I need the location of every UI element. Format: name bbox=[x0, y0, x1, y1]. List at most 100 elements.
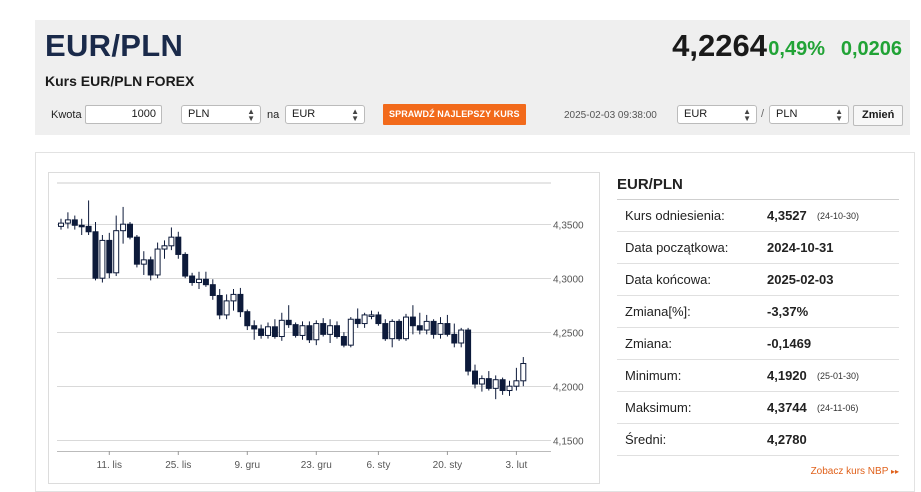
candle-body bbox=[154, 248, 161, 276]
candle-body bbox=[196, 278, 202, 284]
candle-body bbox=[354, 318, 361, 325]
double-arrow-icon: ▸▸ bbox=[890, 467, 899, 476]
candle-body bbox=[368, 314, 375, 317]
candle-body bbox=[92, 231, 99, 279]
candle-body bbox=[492, 379, 499, 389]
nbp-link[interactable]: Zobacz kurs NBP ▸▸ bbox=[811, 466, 899, 477]
candle-body bbox=[271, 326, 278, 338]
pair-subtitle: Kurs EUR/PLN FOREX bbox=[45, 73, 195, 89]
stats-value: 4,1920 bbox=[767, 368, 807, 383]
pair-quote-value: PLN bbox=[776, 108, 798, 120]
stats-divider bbox=[617, 199, 899, 200]
candle-body bbox=[458, 329, 465, 344]
candle-body bbox=[85, 225, 92, 233]
candle-body bbox=[306, 325, 313, 341]
candle-body bbox=[168, 236, 175, 247]
candle-body bbox=[465, 329, 472, 372]
x-tick-label: 3. lut bbox=[506, 460, 528, 471]
pair-base-select[interactable]: EUR ▲ ▼ bbox=[677, 105, 757, 124]
candle-body bbox=[313, 323, 320, 341]
candle-body bbox=[244, 311, 251, 327]
pair-title: EUR/PLN bbox=[45, 28, 184, 63]
candle-body bbox=[403, 316, 409, 340]
stats-row: Kurs odniesienia: 4,3527 (24-10-30) bbox=[617, 200, 899, 232]
stats-value: -3,37% bbox=[767, 304, 809, 319]
amount-input[interactable]: 1000 bbox=[85, 105, 162, 124]
candle-body bbox=[127, 223, 133, 238]
select-arrows-icon: ▲ ▼ bbox=[835, 107, 843, 123]
stats-row: Minimum: 4,1920 (25-01-30) bbox=[617, 360, 899, 392]
candle-body bbox=[106, 239, 113, 274]
stats-key: Średni: bbox=[625, 432, 667, 447]
amount-label: Kwota bbox=[51, 109, 82, 121]
candle-body bbox=[430, 320, 437, 335]
candle-body bbox=[71, 219, 78, 226]
candle-body bbox=[478, 378, 485, 385]
x-tick-label: 25. lis bbox=[165, 460, 191, 471]
candle-body bbox=[230, 293, 237, 302]
candle-body bbox=[140, 259, 147, 265]
candle-body bbox=[299, 325, 306, 336]
stats-key: Kurs odniesienia: bbox=[625, 208, 725, 223]
candle-body bbox=[451, 333, 458, 344]
to-label: na bbox=[267, 109, 280, 121]
candle-body bbox=[285, 319, 292, 326]
candle-body bbox=[506, 385, 513, 392]
candle-body bbox=[437, 323, 444, 335]
change-percent: 0,49% bbox=[768, 38, 825, 60]
candle-body bbox=[161, 245, 168, 250]
x-tick-label: 20. sty bbox=[433, 460, 462, 471]
select-arrows-icon: ▲ ▼ bbox=[247, 107, 255, 123]
stats-row: Data końcowa: 2025-02-03 bbox=[617, 264, 899, 296]
stats-value: 4,3527 bbox=[767, 208, 807, 223]
candle-body bbox=[347, 318, 354, 346]
candle-body bbox=[237, 293, 244, 313]
stats-key: Minimum: bbox=[625, 368, 682, 383]
pair-base-value: EUR bbox=[684, 108, 708, 120]
stats-value: 4,3744 bbox=[767, 400, 807, 415]
change-pair-button[interactable]: Zmień bbox=[853, 105, 904, 126]
candle-body bbox=[409, 316, 416, 327]
select-arrows-icon: ▲ ▼ bbox=[351, 107, 359, 123]
candle-body bbox=[513, 380, 520, 387]
candle-body bbox=[520, 363, 527, 382]
best-rate-button[interactable]: SPRAWDŹ NAJLEPSZY KURS bbox=[383, 104, 526, 125]
candle-body bbox=[223, 300, 230, 316]
quote-timestamp: 2025-02-03 09:38:00 bbox=[564, 110, 657, 121]
stats-value: 4,2780 bbox=[767, 432, 807, 447]
stats-date: (24-11-06) bbox=[817, 403, 859, 413]
chart-container: 4,3500 4,3000 4,2500 4,2000 4,1500 11. lis 25.… bbox=[48, 172, 600, 484]
candle-body bbox=[133, 236, 140, 265]
candle-body bbox=[361, 314, 368, 325]
stats-date: (25-01-30) bbox=[817, 371, 860, 381]
candle-body bbox=[113, 230, 120, 274]
candle-body bbox=[216, 294, 223, 316]
y-tick-label: 4,3000 bbox=[553, 275, 584, 286]
stats-row: Zmiana: -0,1469 bbox=[617, 328, 899, 360]
candle-body bbox=[99, 239, 106, 279]
stats-row: Maksimum: 4,3744 (24-11-06) bbox=[617, 392, 899, 424]
candle-body bbox=[499, 379, 506, 392]
candlestick-chart[interactable]: 4,3500 4,3000 4,2500 4,2000 4,1500 11. lis 25.… bbox=[49, 173, 601, 485]
candle-body bbox=[444, 323, 451, 335]
from-currency-select[interactable]: PLN ▲ ▼ bbox=[181, 105, 261, 124]
candle-body bbox=[423, 320, 430, 331]
candle-body bbox=[375, 314, 382, 325]
pair-quote-select[interactable]: PLN ▲ ▼ bbox=[769, 105, 849, 124]
from-currency-value: PLN bbox=[188, 108, 210, 120]
x-tick-label: 6. sty bbox=[366, 460, 390, 471]
y-tick-label: 4,2500 bbox=[553, 329, 584, 340]
stats-key: Data końcowa: bbox=[625, 272, 711, 287]
candle-body bbox=[485, 378, 492, 389]
to-currency-select[interactable]: EUR ▲ ▼ bbox=[285, 105, 365, 124]
stats-key: Zmiana[%]: bbox=[625, 304, 691, 319]
candle-body bbox=[278, 319, 285, 338]
candle-body bbox=[182, 253, 189, 277]
candle-body bbox=[120, 223, 127, 232]
candle-body bbox=[472, 370, 478, 385]
nbp-link-label: Zobacz kurs NBP bbox=[810, 466, 889, 477]
stats-title: EUR/PLN bbox=[617, 176, 683, 193]
y-tick-label: 4,1500 bbox=[553, 437, 584, 448]
candle-body bbox=[292, 324, 299, 336]
candle-body bbox=[382, 323, 389, 340]
